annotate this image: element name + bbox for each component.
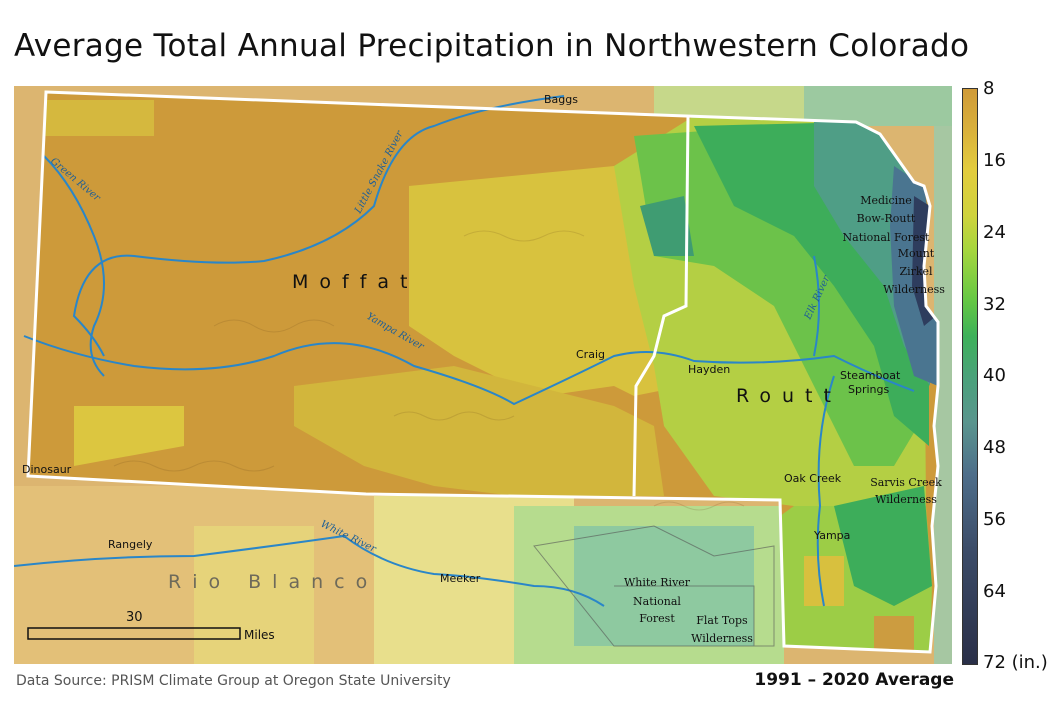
scale-value: 30 [126, 610, 143, 625]
area-medicine-bow-1: Medicine [860, 194, 912, 207]
town-dinosaur: Dinosaur [22, 463, 72, 476]
town-labels: Baggs Craig Hayden Dinosaur Steamboat Sp… [22, 93, 901, 585]
yampa-river-line [23, 335, 915, 406]
yampa-upper-line [816, 375, 835, 607]
area-white-river-nf-2: National [633, 595, 681, 608]
little-snake-river-line [72, 95, 565, 357]
averaging-period: 1991 – 2020 Average [754, 670, 954, 690]
elk-river-line [813, 255, 820, 357]
area-flat-tops-2: Wilderness [691, 632, 753, 645]
legend-tick-40: 40 [983, 365, 1006, 386]
legend-tick-64: 64 [983, 581, 1006, 602]
area-white-river-nf-3: Forest [639, 612, 675, 625]
area-white-river-nf-1: White River [624, 576, 691, 589]
legend-tick-8: 8 [983, 78, 995, 99]
area-mount-zirkel-1: Mount [898, 247, 935, 260]
legend-tick-56: 56 [983, 509, 1006, 530]
area-labels: Medicine Bow-Routt National Forest Mount… [624, 194, 945, 645]
precipitation-map: Moffat Routt Rio Blanco Baggs Craig Hayd… [14, 86, 952, 664]
legend-tick-48: 48 [983, 437, 1006, 458]
county-label-rio-blanco: Rio Blanco [168, 571, 378, 593]
scale-bar: 30 Miles [27, 610, 275, 642]
rivers [14, 95, 915, 607]
area-mount-zirkel-3: Wilderness [883, 283, 945, 296]
legend-tick-32: 32 [983, 294, 1006, 315]
outside-east-strip [934, 126, 952, 664]
county-boundaries [26, 90, 940, 654]
area-sarvis-1: Sarvis Creek [870, 476, 942, 489]
county-label-routt: Routt [736, 385, 842, 407]
legend-tick-24: 24 [983, 222, 1006, 243]
legend-tick-16: 16 [983, 150, 1006, 171]
white-river-line [14, 534, 605, 607]
green-river-line [43, 155, 105, 377]
legend-tick-72: 72 (in.) [983, 652, 1048, 673]
area-medicine-bow-2: Bow-Routt [857, 212, 916, 225]
map-title: Average Total Annual Precipitation in No… [14, 28, 970, 64]
scale-unit: Miles [244, 628, 275, 642]
legend-color-bar [962, 88, 978, 665]
area-mount-zirkel-2: Zirkel [899, 265, 933, 278]
area-boundaries [533, 525, 775, 647]
town-rangely: Rangely [108, 538, 153, 551]
area-medicine-bow-3: National Forest [843, 231, 930, 244]
town-craig: Craig [576, 348, 605, 361]
area-flat-tops-1: Flat Tops [696, 614, 748, 627]
town-baggs: Baggs [544, 93, 578, 106]
area-sarvis-2: Wilderness [875, 493, 937, 506]
town-meeker: Meeker [440, 572, 481, 585]
town-oak-creek: Oak Creek [784, 472, 842, 485]
outside-rio-blanco-yellow [194, 526, 314, 664]
relief-texture [113, 230, 745, 511]
data-source-note: Data Source: PRISM Climate Group at Oreg… [16, 673, 451, 689]
county-label-moffat: Moffat [292, 271, 419, 293]
town-yampa: Yampa [813, 529, 850, 542]
town-hayden: Hayden [688, 363, 730, 376]
town-springs: Springs [848, 383, 889, 396]
town-steamboat: Steamboat [840, 369, 901, 382]
outside-north-east-teal [804, 86, 952, 126]
